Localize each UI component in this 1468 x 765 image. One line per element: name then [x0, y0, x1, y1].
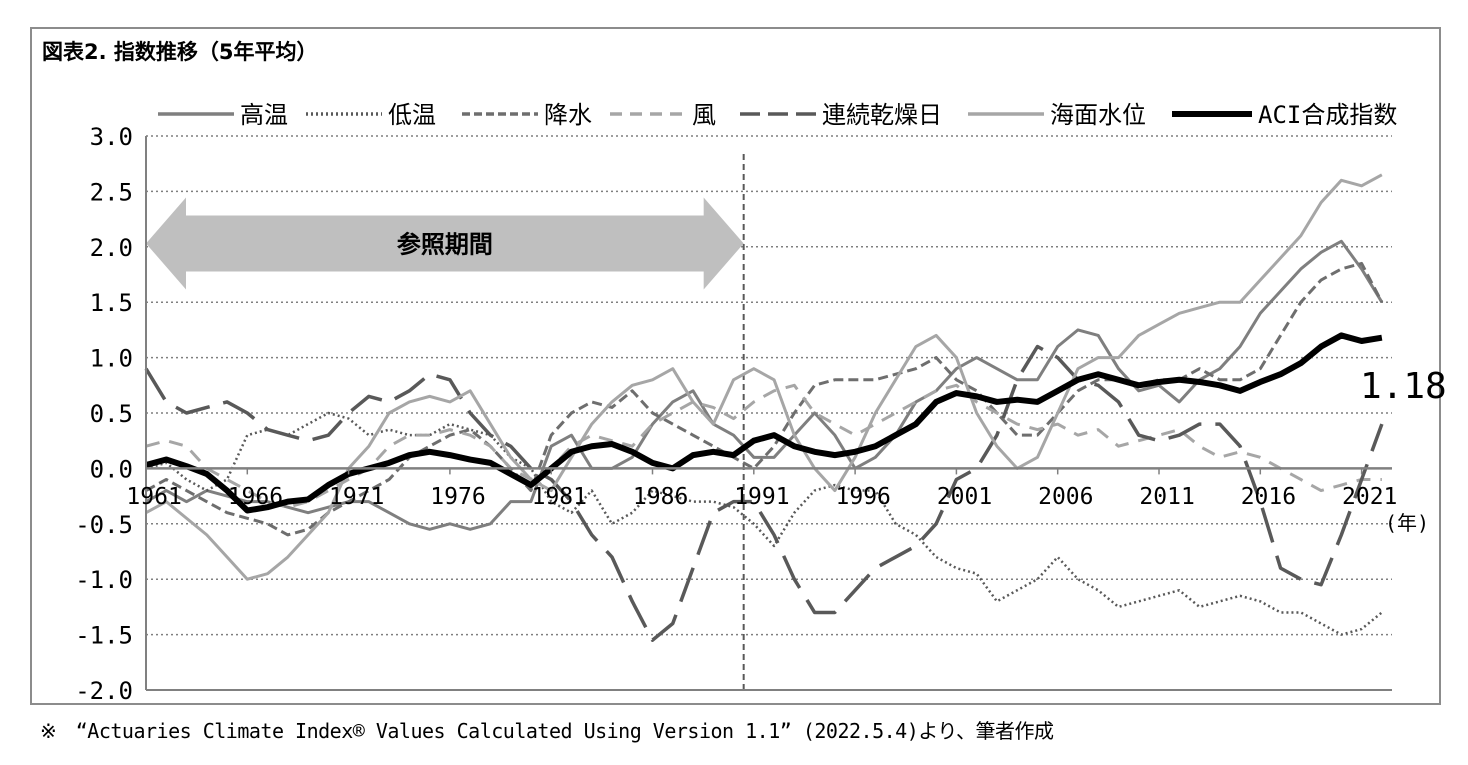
reference-period-arrow	[146, 197, 744, 290]
legend-label: 連続乾燥日	[822, 101, 942, 129]
x-tick-label: 1981	[532, 484, 587, 510]
x-tick-label: 1991	[734, 484, 789, 510]
series-line-1	[145, 239, 1384, 531]
chart-frame	[30, 27, 1441, 705]
legend-label: 風	[692, 101, 716, 129]
end-value-label: 1.18	[1360, 366, 1447, 407]
legend: 高温 低温 降水 風 連続乾燥日 海面水位 ACI合成指数	[158, 101, 1397, 129]
y-tick-label: -1.0	[75, 566, 133, 594]
axes	[145, 136, 1392, 691]
x-tick-label: 1976	[430, 484, 485, 510]
x-tick-label: 2021	[1342, 484, 1397, 510]
x-tick-label: 2006	[1038, 484, 1093, 510]
x-tick-label: 1966	[228, 484, 283, 510]
reference-period: 参照期間	[146, 154, 745, 690]
y-tick-label: 3.0	[90, 123, 133, 151]
series-line-4	[145, 383, 1382, 509]
y-tick-label: 1.5	[90, 289, 133, 317]
x-tick-label: 2001	[937, 484, 992, 510]
chart-title: 図表2. 指数推移（5年平均）	[42, 40, 318, 64]
y-tick-label: 2.0	[90, 234, 133, 262]
legend-label: 低温	[388, 101, 436, 129]
series-line-3	[145, 261, 1384, 537]
y-tick-labels: 3.0 2.5 2.0 1.5 1.0 0.5 0.0 -0.5 -1.0 -1.5 -2.0	[75, 123, 133, 705]
x-tick-label: 1971	[329, 484, 384, 510]
x-tick-label: 1986	[633, 484, 688, 510]
legend-label: ACI合成指数	[1258, 101, 1397, 129]
x-tick-labels: 1961 1966 1971 1976 1981 1986 1991 1996 2001 2006…	[126, 484, 1397, 510]
series-line-6	[145, 173, 1383, 581]
y-tick-label: -0.5	[75, 511, 133, 539]
reference-period-label: 参照期間	[397, 230, 493, 258]
series-line-2	[145, 411, 1383, 636]
legend-label: 海面水位	[1050, 101, 1146, 129]
x-tick-label: 1961	[126, 484, 181, 510]
legend-label: 降水	[544, 101, 592, 129]
x-tick-label: 2011	[1139, 484, 1194, 510]
y-tick-label: -1.5	[75, 622, 133, 650]
y-tick-label: 1.0	[90, 345, 133, 373]
y-tick-label: -2.0	[75, 677, 133, 705]
y-tick-label: 2.5	[90, 178, 133, 206]
x-unit-label: (年)	[1385, 511, 1429, 535]
series-lines	[144, 173, 1384, 642]
y-tick-label: 0.0	[90, 455, 133, 483]
series-line-7	[145, 332, 1383, 514]
y-tick-label: 0.5	[90, 400, 133, 428]
x-tick-label: 2016	[1241, 484, 1296, 510]
legend-label: 高温	[240, 101, 288, 129]
series-line-5	[144, 344, 1384, 642]
source-note: ※ “Actuaries Climate Index® Values Calcu…	[40, 719, 1054, 743]
x-tick-label: 1996	[836, 484, 891, 510]
